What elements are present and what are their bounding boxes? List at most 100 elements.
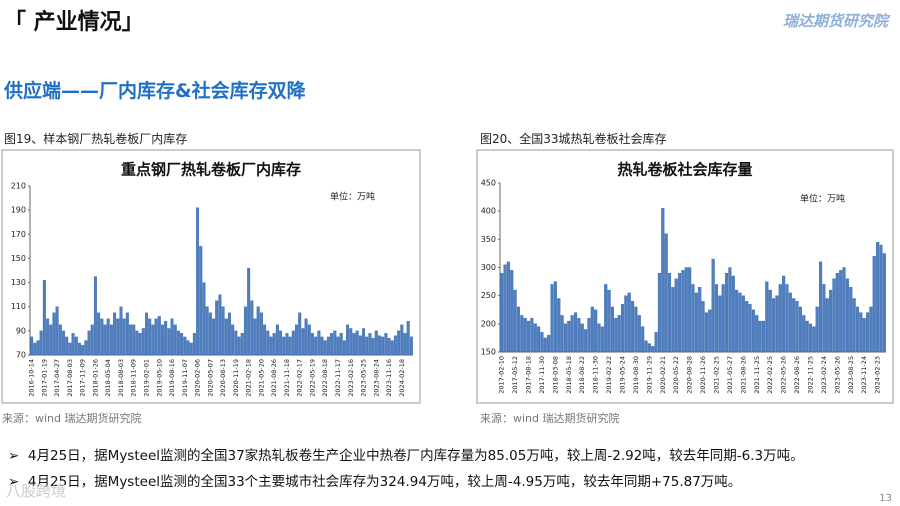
- bar: [205, 306, 209, 356]
- bar: [543, 337, 547, 353]
- x-tick-label: 2023-05-25: [360, 359, 368, 397]
- x-tick-label: 2020-11-19: [232, 359, 240, 397]
- bar: [808, 323, 813, 353]
- bar: [523, 318, 527, 353]
- x-tick-label: 2017-02-10: [498, 356, 506, 394]
- x-tick-label: 2022-08-18: [321, 359, 329, 397]
- unit-label: 单位：万吨: [800, 193, 845, 205]
- bar: [180, 333, 184, 356]
- bar: [186, 340, 190, 356]
- bar: [103, 324, 107, 356]
- bar: [667, 272, 672, 353]
- y-tick-label: 200: [481, 319, 496, 328]
- bar: [266, 330, 270, 356]
- x-tick-label: 2019-05-24: [619, 356, 627, 394]
- bar: [651, 346, 655, 353]
- bullet: ➢ 4月25日，据Mysteel监测的全国37家热轧板卷生产企业中热卷厂内库存量…: [8, 448, 804, 464]
- bar: [782, 275, 786, 353]
- y-tick-label: 300: [481, 263, 496, 272]
- bar: [654, 332, 658, 353]
- bar: [674, 278, 678, 353]
- x-tick-label: 2021-05-27: [726, 356, 734, 394]
- bar: [30, 336, 34, 356]
- bar: [100, 318, 104, 356]
- x-tick-label: 2016-10-14: [28, 359, 36, 397]
- bar: [634, 306, 638, 353]
- bar: [215, 300, 219, 356]
- x-tick-label: 2023-08-25: [847, 356, 855, 394]
- bar: [310, 333, 314, 356]
- bar: [802, 315, 806, 353]
- bar: [815, 306, 819, 353]
- bar: [157, 316, 161, 356]
- bar: [644, 340, 648, 353]
- bar: [285, 333, 289, 356]
- bar: [731, 275, 735, 353]
- bar: [326, 336, 330, 356]
- bar: [282, 336, 286, 356]
- bar: [835, 272, 839, 353]
- bar: [129, 324, 133, 356]
- bar: [208, 312, 212, 356]
- bar: [647, 343, 651, 353]
- bar: [845, 278, 849, 353]
- x-tick-label: 2022-08-26: [793, 356, 801, 394]
- x-tick-label: 2017-11-09: [79, 359, 87, 397]
- bar: [771, 298, 776, 353]
- bar: [735, 289, 739, 353]
- x-tick-label: 2018-03-08: [551, 356, 559, 394]
- bar: [381, 336, 385, 356]
- bar: [234, 330, 238, 356]
- bar: [189, 342, 193, 356]
- bar: [97, 312, 101, 356]
- bar: [62, 330, 66, 356]
- x-tick-label: 2019-08-16: [168, 359, 176, 397]
- bar: [597, 323, 601, 353]
- bar: [374, 330, 378, 356]
- bar: [604, 284, 608, 353]
- bar: [657, 272, 661, 353]
- page-number: 13: [879, 493, 892, 504]
- bar: [778, 284, 782, 353]
- y-tick-label: 210: [11, 182, 26, 191]
- x-tick-label: 2020-05-22: [672, 356, 680, 394]
- x-tick-label: 2023-11-24: [860, 356, 868, 394]
- bar: [526, 320, 531, 353]
- bar: [573, 312, 578, 353]
- x-tick-label: 2020-11-26: [699, 356, 707, 394]
- x-tick-label: 2024-02-18: [398, 359, 406, 397]
- bar: [631, 301, 635, 353]
- x-tick-label: 2021-02-25: [712, 356, 720, 394]
- bar: [151, 324, 155, 356]
- bar: [365, 336, 369, 356]
- slide-subtitle: 供应端——厂内库存&社会库存双降: [4, 80, 306, 102]
- x-tick-label: 2019-02-22: [605, 356, 613, 394]
- bar: [678, 272, 682, 353]
- bar: [805, 320, 809, 353]
- x-tick-label: 2019-11-29: [645, 356, 653, 394]
- chart-title: 重点钢厂热轧卷板厂内库存: [121, 161, 301, 179]
- bar: [530, 318, 534, 353]
- figure-caption: 图20、全国33城热轧卷板社会库存: [480, 132, 667, 146]
- bar: [42, 280, 46, 356]
- bar: [202, 282, 206, 356]
- bar: [314, 336, 318, 356]
- bar: [825, 298, 829, 353]
- bar: [627, 292, 631, 353]
- bar: [368, 333, 372, 356]
- bar: [594, 309, 598, 353]
- bar: [176, 330, 180, 356]
- bar: [577, 318, 581, 353]
- bar: [90, 324, 94, 356]
- bar: [684, 267, 688, 353]
- bar: [537, 326, 541, 353]
- bar: [298, 312, 302, 356]
- bar: [748, 303, 752, 353]
- source-note: 来源：wind 瑞达期货研究院: [480, 412, 620, 425]
- x-tick-label: 2020-08-13: [219, 359, 227, 397]
- bar: [317, 330, 321, 356]
- bar: [122, 318, 126, 356]
- bar: [221, 306, 225, 356]
- bar: [520, 315, 524, 353]
